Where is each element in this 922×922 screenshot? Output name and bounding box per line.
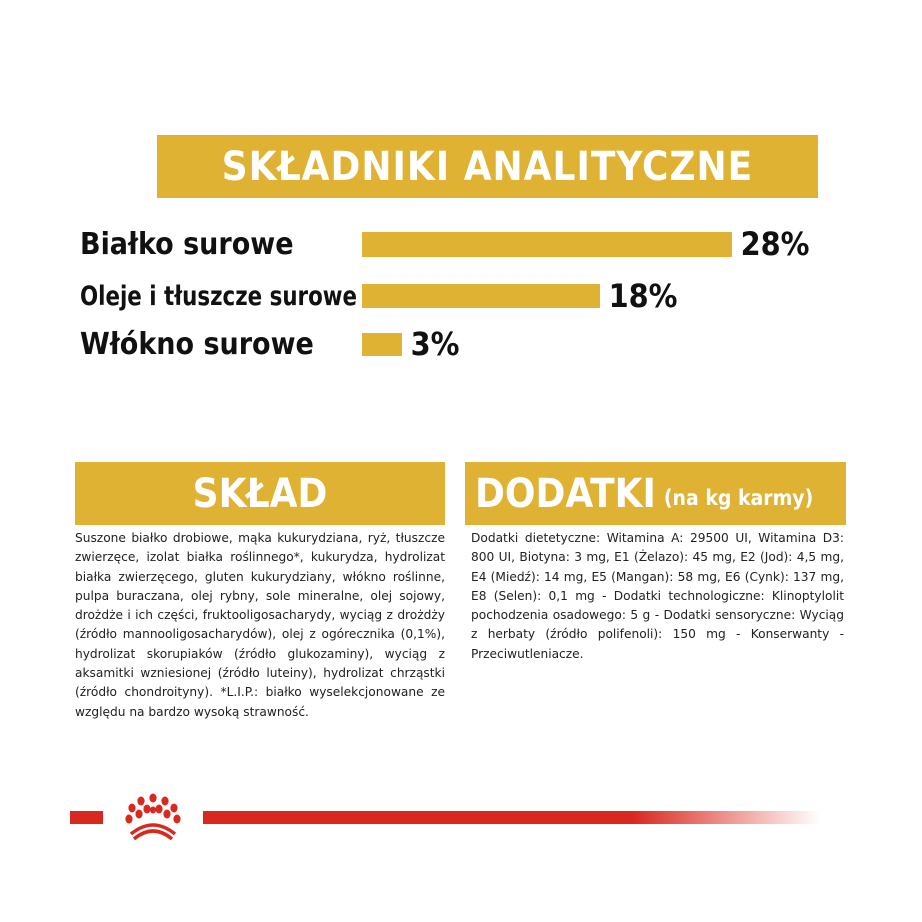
label-protein: Białko surowe bbox=[80, 227, 294, 262]
label-fat: Oleje i tłuszcze surowe bbox=[80, 281, 358, 312]
additives-text: Dodatki dietetyczne: Witamina A: 29500 U… bbox=[471, 531, 844, 661]
additives-title: DODATKI bbox=[475, 470, 656, 517]
value-fat: 18% bbox=[608, 277, 678, 315]
analytics-title: SKŁADNIKI ANALITYCZNE bbox=[157, 135, 818, 198]
label-fiber: Włókno surowe bbox=[80, 327, 314, 362]
composition-title: SKŁAD bbox=[75, 462, 445, 525]
composition-text: Suszone białko drobiowe, mąka kukurydzia… bbox=[75, 531, 445, 719]
bar-fiber bbox=[362, 333, 402, 356]
additives-subtitle: (na kg karmy) bbox=[663, 485, 814, 510]
bar-protein bbox=[362, 232, 732, 257]
royal-canin-crown-logo bbox=[103, 790, 203, 841]
additives-header: DODATKI (na kg karmy) bbox=[465, 462, 846, 525]
value-protein: 28% bbox=[740, 225, 810, 263]
value-fiber: 3% bbox=[410, 325, 460, 363]
brand-line bbox=[70, 811, 820, 824]
bar-fat bbox=[362, 284, 600, 308]
